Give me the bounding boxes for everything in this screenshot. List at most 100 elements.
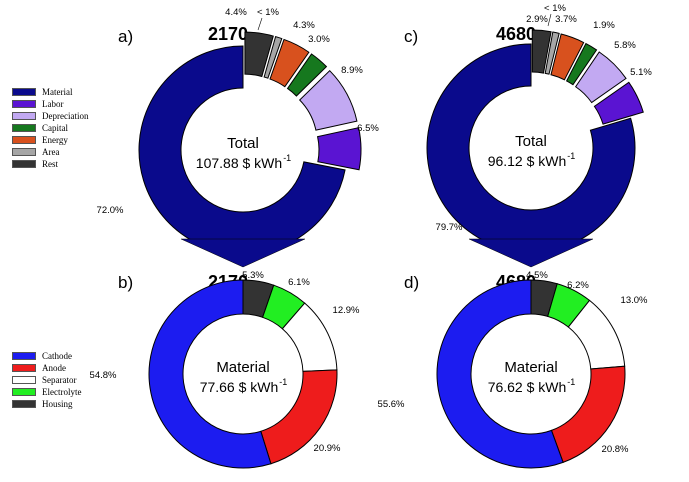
donut-chart: d)4680Material76.62 $ kWh-155.6%20.8%13.… [378, 270, 648, 469]
cost-legend-item: Labor [12, 98, 88, 110]
slice-labor [316, 127, 362, 171]
slice-depreciation [298, 69, 358, 131]
legend-material-categories: Cathode Anode Separator Electrolyte Housing [12, 350, 81, 410]
cost-legend-label: Material [42, 87, 73, 97]
center-value: 96.12 $ kWh [488, 153, 567, 169]
material-legend-item: Electrolyte [12, 386, 81, 398]
cost-legend-item: Capital [12, 122, 88, 134]
cost-legend-item: Depreciation [12, 110, 88, 122]
donut-chart: a) 2170 Total 107.88 $ kWh -1 72.0% 6.5% 8.9% 3.… [97, 7, 379, 255]
slice-energy [550, 33, 585, 81]
slice-label: 5.8% [614, 40, 636, 51]
cost-legend-swatch [12, 124, 36, 132]
slice-energy [269, 38, 310, 88]
slice-label: 6.1% [288, 277, 310, 288]
slice-label: 54.8% [90, 370, 117, 381]
cost-legend-label: Capital [42, 123, 68, 133]
slice-label: 5.3% [242, 270, 264, 281]
chart-title: 4680 [496, 24, 536, 44]
slice-label: 79.7% [436, 222, 463, 233]
slice-label: 4.4% [225, 7, 247, 18]
slice-label: 20.8% [602, 444, 629, 455]
material-legend-label: Housing [42, 399, 73, 409]
slice-label: 8.9% [341, 65, 363, 76]
flow-arrow [468, 238, 594, 268]
material-legend-item: Cathode [12, 350, 81, 362]
slice-label: 4.3% [293, 20, 315, 31]
cost-legend-item: Rest [12, 158, 88, 170]
cost-legend-swatch [12, 88, 36, 96]
cost-legend-swatch [12, 160, 36, 168]
slice-label: 3.0% [308, 34, 330, 45]
center-value: 76.62 $ kWh [488, 379, 567, 395]
material-legend-label: Separator [42, 375, 77, 385]
material-legend-item: Anode [12, 362, 81, 374]
slice-labor [593, 81, 644, 125]
material-legend-swatch [12, 376, 36, 384]
slice-label: 6.5% [357, 123, 379, 134]
slice-label: < 1% [544, 3, 566, 14]
slice-label: 20.9% [314, 443, 341, 454]
panel-letter: a) [118, 27, 133, 46]
cost-legend-label: Labor [42, 99, 64, 109]
material-legend-swatch [12, 364, 36, 372]
cost-legend-label: Depreciation [42, 111, 89, 121]
slice-depreciation [574, 51, 627, 104]
slice-capital [565, 42, 598, 86]
material-legend-item: Separator [12, 374, 81, 386]
slice-capital [286, 53, 328, 97]
chart-title: 2170 [208, 24, 248, 44]
cost-legend-label: Energy [42, 135, 68, 145]
material-legend-label: Cathode [42, 351, 72, 361]
label-leader-line [547, 13, 552, 27]
material-legend-swatch [12, 400, 36, 408]
center-label: Material [216, 359, 269, 376]
slice-label: 13.0% [621, 295, 648, 306]
cost-legend-item: Energy [12, 134, 88, 146]
donut-chart: c) 4680 Total 96.12 $ kWh -1 79.7% 5.1% 5.8% 1.9… [404, 3, 652, 253]
cost-legend-swatch [12, 100, 36, 108]
cost-legend-swatch [12, 136, 36, 144]
legend-cost-categories: Material Labor Depreciation Capital Energy Ar… [12, 86, 88, 170]
center-value: 107.88 $ kWh [196, 155, 282, 171]
cost-legend-swatch [12, 112, 36, 120]
center-unit-exponent: -1 [567, 377, 575, 387]
center-label: Total [227, 135, 259, 152]
donut-chart: b)2170Material77.66 $ kWh-154.8%20.9%12.… [90, 270, 360, 469]
label-leader-line [257, 17, 263, 31]
cost-legend-label: Area [42, 147, 60, 157]
slice-rest [244, 31, 274, 78]
slice-label: 4.5% [526, 270, 548, 281]
center-unit-exponent: -1 [567, 151, 575, 161]
slice-label: 6.2% [567, 280, 589, 291]
slice-label: 12.9% [333, 305, 360, 316]
slice-area [263, 35, 283, 79]
center-unit-exponent: -1 [283, 153, 291, 163]
panel-letter: b) [118, 273, 133, 292]
slice-rest [531, 29, 552, 74]
center-value: 77.66 $ kWh [200, 379, 279, 395]
slice-label: 3.7% [555, 14, 577, 25]
material-legend-label: Electrolyte [42, 387, 82, 397]
slice-label: 5.1% [630, 67, 652, 78]
material-legend-label: Anode [42, 363, 66, 373]
slice-cathode [436, 279, 564, 469]
slice-label: < 1% [257, 7, 279, 18]
material-legend-swatch [12, 388, 36, 396]
cost-legend-item: Material [12, 86, 88, 98]
slice-label: 55.6% [378, 399, 405, 410]
slice-label: 72.0% [97, 205, 124, 216]
slice-area [544, 31, 560, 75]
slice-cathode [148, 279, 272, 469]
material-legend-swatch [12, 352, 36, 360]
slice-label: 2.9% [526, 14, 548, 25]
center-label: Material [504, 359, 557, 376]
slice-label: 1.9% [593, 20, 615, 31]
center-label: Total [515, 133, 547, 150]
panel-letter: d) [404, 273, 419, 292]
center-unit-exponent: -1 [279, 377, 287, 387]
cost-legend-item: Area [12, 146, 88, 158]
panel-letter: c) [404, 27, 418, 46]
cost-legend-label: Rest [42, 159, 59, 169]
